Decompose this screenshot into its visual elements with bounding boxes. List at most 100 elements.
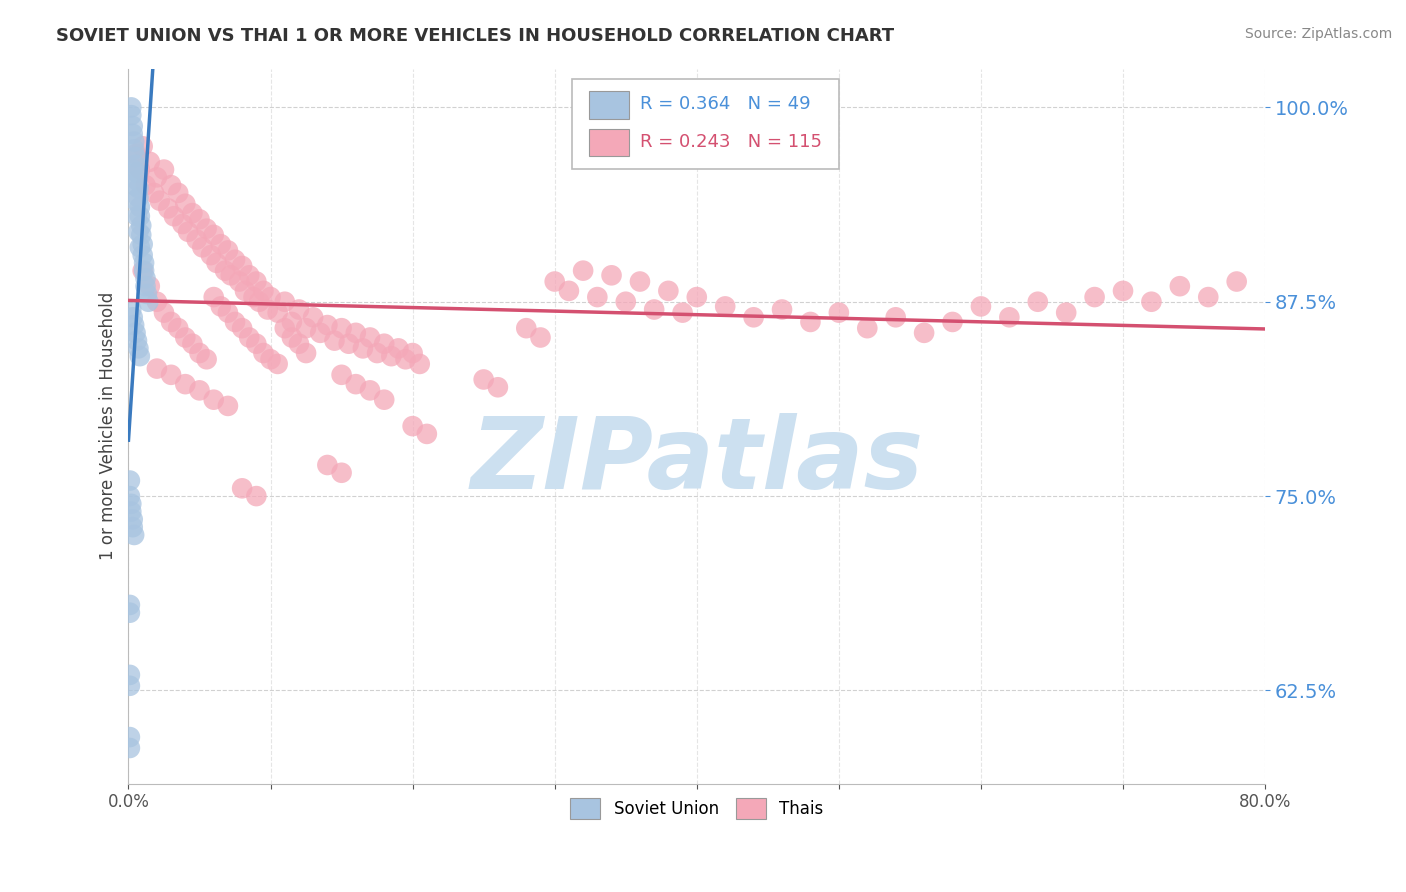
Point [131,248,153,262]
Point [202,290,225,304]
Point [186,233,208,247]
Point [266,305,288,319]
Point [309,326,332,340]
Point [671,305,693,319]
Point [131,139,153,153]
Point [153,162,176,177]
Point [174,330,197,344]
Point [394,352,416,367]
Point [228,275,250,289]
Point [174,377,197,392]
Point [122,135,145,149]
Point [1197,290,1219,304]
Point [202,227,225,242]
Point [139,279,162,293]
FancyBboxPatch shape [589,91,628,119]
Point [219,268,242,283]
Point [118,679,141,693]
Point [1054,305,1077,319]
Point [122,318,145,332]
Point [274,294,297,309]
Point [472,372,495,386]
Point [121,162,143,177]
Point [122,142,145,156]
Point [167,321,190,335]
Point [344,377,367,392]
Point [181,206,204,220]
Point [128,349,150,363]
Point [529,330,551,344]
Point [544,275,567,289]
Point [128,162,150,177]
Point [121,310,143,325]
Point [233,284,256,298]
Point [242,290,264,304]
Point [295,346,318,360]
Point [998,310,1021,325]
Point [167,186,190,200]
Point [120,100,142,114]
Point [120,505,142,519]
Point [188,212,211,227]
Point [127,342,149,356]
Point [247,294,270,309]
Point [124,158,146,172]
Point [124,150,146,164]
Point [231,481,253,495]
Point [122,528,145,542]
Point [359,384,381,398]
Point [139,154,162,169]
Point [224,252,246,267]
Point [238,330,260,344]
Point [252,346,274,360]
Point [323,334,346,348]
Point [129,227,152,242]
Point [1026,294,1049,309]
Point [387,342,409,356]
Point [742,310,765,325]
Point [121,512,143,526]
FancyBboxPatch shape [572,79,839,169]
Point [884,310,907,325]
Point [205,256,228,270]
Point [146,294,169,309]
Point [330,466,353,480]
Point [799,315,821,329]
Point [174,196,197,211]
Point [259,290,281,304]
Text: ZIPatlas: ZIPatlas [470,413,924,510]
Point [181,336,204,351]
Point [209,300,232,314]
Point [122,178,145,193]
Point [912,326,935,340]
Point [121,119,143,133]
Point [118,741,141,756]
Point [124,147,146,161]
Point [127,190,149,204]
Point [373,336,395,351]
Point [120,108,142,122]
Point [157,202,180,216]
Point [266,357,288,371]
Point [828,305,851,319]
Point [172,217,194,231]
Point [163,209,186,223]
Point [118,598,141,612]
Point [120,497,142,511]
Text: Source: ZipAtlas.com: Source: ZipAtlas.com [1244,27,1392,41]
Point [770,302,793,317]
Point [1084,290,1107,304]
Point [352,342,374,356]
Point [121,520,143,534]
Point [125,173,148,187]
Point [149,194,172,208]
Point [124,326,146,340]
Point [401,346,423,360]
Point [146,361,169,376]
Point [160,178,183,193]
Point [586,290,609,304]
Point [134,178,156,193]
FancyBboxPatch shape [589,129,628,156]
Point [224,315,246,329]
Point [643,302,665,317]
